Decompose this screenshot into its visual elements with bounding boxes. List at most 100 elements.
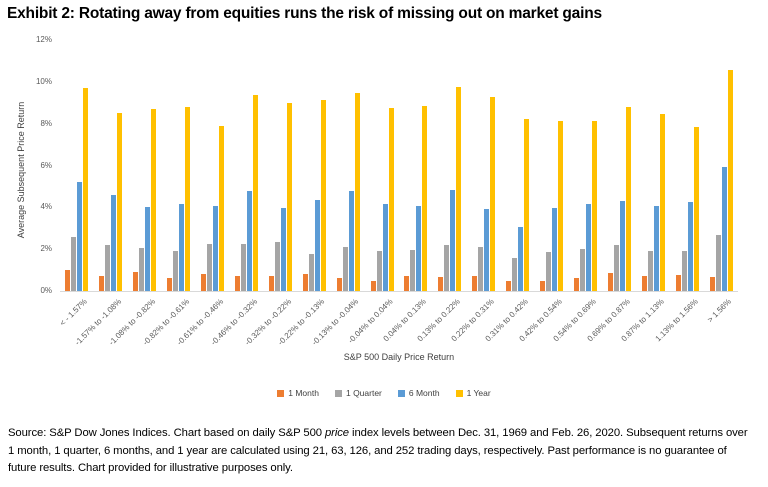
bar-1-year-18 [659,113,665,291]
legend-swatch-1-quarter [334,389,342,397]
bar-1-quarter-2 [105,244,111,291]
y-tick-label-2: 2% [40,244,52,254]
bar-group-14 [501,40,535,291]
bar-group-20 [704,40,738,291]
legend-item-1-year: 1 Year [455,388,491,398]
bar-6-month-11 [416,206,422,291]
bar-1-quarter-15 [546,252,552,291]
bar-group-7 [263,40,297,291]
bar-group-18 [636,40,670,291]
bar-group-4 [162,40,196,291]
bar-1-quarter-8 [308,254,314,291]
bar-6-month-16 [585,204,591,291]
legend: 1 Month 1 Quarter 6 Month 1 Year [0,388,768,398]
bar-1-month-14 [506,280,512,291]
bar-1-year-1 [83,88,89,291]
bar-6-month-20 [721,166,727,291]
bar-1-month-12 [438,277,444,291]
bar-group-19 [670,40,704,291]
bar-1-quarter-9 [342,247,348,291]
bar-6-month-10 [382,204,388,291]
bar-group-9 [331,40,365,291]
bar-1-month-9 [336,278,342,291]
y-tick-label-6: 6% [40,160,52,170]
y-tick-label-10: 10% [35,76,52,86]
source-note-text-2: index levels between Dec. 31, 1969 and F… [8,427,748,474]
bar-1-month-2 [99,275,105,291]
bar-group-17 [602,40,636,291]
chart-title: Exhibit 2: Rotating away from equities r… [7,5,602,22]
bar-1-quarter-18 [647,251,653,291]
bar-1-year-6 [252,95,258,291]
bar-6-month-3 [145,207,151,291]
bar-1-year-15 [558,121,564,291]
y-axis-ticks: 0% 2% 4% 6% 8% 10% 12% [0,35,55,295]
bar-1-month-6 [234,275,240,291]
bar-6-month-13 [484,209,490,291]
source-note-italic: price [325,427,349,439]
legend-label-1-quarter: 1 Quarter [345,388,382,398]
y-tick-label-8: 8% [40,118,52,128]
bar-6-month-19 [687,201,693,291]
bar-1-quarter-11 [410,250,416,291]
bar-1-month-4 [167,278,173,291]
bar-6-month-4 [179,204,185,291]
bar-6-month-14 [518,227,524,291]
bar-group-5 [196,40,230,291]
bar-1-year-8 [320,99,326,291]
y-tick-label-4: 4% [40,202,52,212]
bar-1-year-5 [219,125,225,291]
bar-group-8 [297,40,331,291]
bar-1-month-13 [472,276,478,291]
legend-label-1-month: 1 Month [288,388,319,398]
y-tick-label-0: 0% [40,286,52,295]
bar-group-11 [399,40,433,291]
bar-1-month-10 [370,280,376,291]
bar-1-month-19 [675,274,681,291]
bar-1-month-15 [540,280,546,291]
bar-6-month-7 [280,208,286,291]
bar-1-quarter-10 [376,251,382,291]
bar-6-month-17 [619,201,625,291]
bar-1-quarter-1 [71,236,77,291]
x-axis-labels: < - 1.57% -1.57% to -1.08% -1.08% to -0.82… [58,292,738,360]
source-note-text: Source: S&P Dow Jones Indices. Chart bas… [8,427,325,439]
bar-1-quarter-5 [207,243,213,291]
bar-1-year-13 [490,96,496,291]
bar-1-quarter-12 [444,244,450,291]
legend-item-1-month: 1 Month [277,388,319,398]
x-tick-label-20: > 1.56% [706,297,734,325]
bar-1-month-3 [133,272,139,291]
bar-1-year-4 [185,106,191,291]
bar-1-year-20 [727,70,733,291]
bar-group-1 [60,40,94,291]
bar-1-year-2 [117,113,123,291]
bar-1-quarter-14 [512,257,518,291]
bar-6-month-6 [246,191,252,291]
y-tick-label-12: 12% [35,35,52,44]
bar-1-quarter-4 [173,251,179,291]
bar-6-month-1 [77,182,83,291]
bar-1-quarter-16 [579,249,585,291]
bar-1-quarter-19 [681,251,687,291]
bar-1-month-5 [201,274,207,291]
bar-1-year-14 [524,119,530,291]
bar-1-year-9 [354,92,360,291]
bar-1-year-12 [456,87,462,291]
bar-1-year-16 [591,121,597,291]
bar-1-month-1 [65,270,71,291]
x-tick-label-1: < - 1.57% [58,297,90,328]
bar-1-month-11 [404,275,410,291]
bar-group-12 [433,40,467,291]
bar-6-month-8 [314,200,320,291]
bar-1-month-16 [573,278,579,291]
legend-label-6-month: 6 Month [408,388,440,398]
plot-area [60,40,738,292]
bar-group-10 [365,40,399,291]
legend-swatch-6-month [397,389,405,397]
bar-6-month-12 [450,189,456,291]
bar-1-month-7 [268,276,274,291]
bar-1-month-20 [709,277,715,291]
bar-1-year-7 [286,102,292,291]
bar-1-year-17 [625,107,631,291]
